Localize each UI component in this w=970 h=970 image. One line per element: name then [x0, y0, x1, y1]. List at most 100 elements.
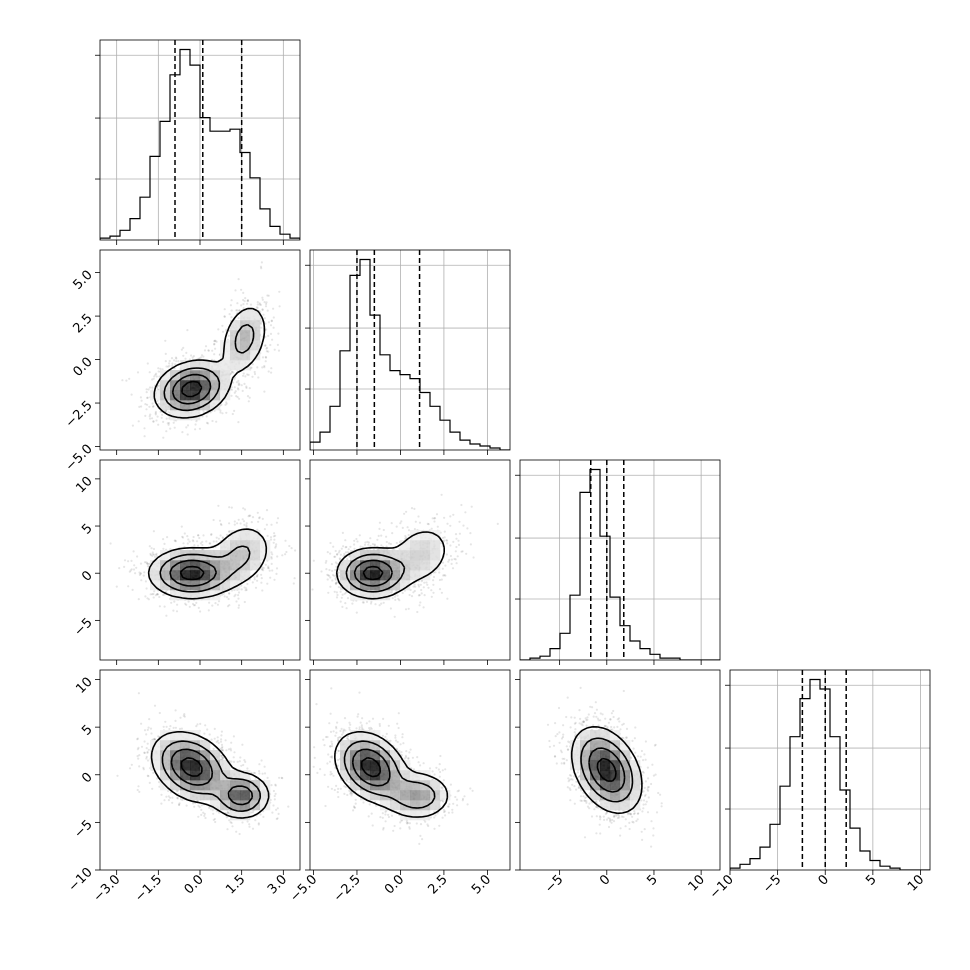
scatter-point — [263, 317, 266, 320]
density-cell — [410, 570, 421, 581]
density-cell — [150, 560, 161, 571]
scatter-point — [405, 536, 408, 539]
scatter-point — [290, 547, 293, 550]
scatter-point — [199, 542, 202, 545]
density-cell — [200, 590, 211, 601]
density-cell — [240, 360, 251, 371]
scatter-point — [181, 535, 184, 538]
scatter-point — [355, 537, 358, 541]
scatter-point — [433, 520, 436, 523]
scatter-point — [420, 580, 423, 583]
scatter-point — [277, 812, 280, 816]
scatter-point — [262, 569, 265, 572]
scatter-point — [173, 600, 176, 603]
scatter-point — [221, 330, 225, 333]
scatter-point — [220, 730, 223, 733]
scatter-point — [154, 412, 157, 415]
scatter-point — [346, 551, 349, 554]
density-cell — [250, 310, 261, 321]
scatter-point — [427, 586, 430, 589]
scatter-point — [199, 610, 202, 613]
scatter-point — [457, 543, 461, 547]
scatter-point — [450, 558, 453, 561]
scatter-point — [182, 542, 185, 545]
scatter-point — [341, 531, 344, 535]
scatter-point — [158, 375, 161, 378]
scatter-point — [136, 748, 139, 751]
scatter-point — [438, 588, 442, 591]
scatter-point — [222, 749, 225, 752]
scatter-point — [273, 578, 276, 581]
scatter-point — [262, 815, 265, 819]
scatter-point — [145, 561, 148, 564]
scatter-point — [391, 597, 394, 600]
scatter-point — [267, 294, 270, 297]
density-cell — [210, 560, 221, 571]
scatter-point — [292, 582, 295, 585]
scatter-point — [245, 588, 248, 592]
scatter-point — [185, 351, 188, 354]
density-cell — [190, 560, 201, 571]
scatter-point — [454, 533, 458, 536]
scatter-point — [222, 592, 225, 595]
density-cell — [190, 570, 201, 581]
density-cell — [160, 370, 171, 381]
scatter-point — [242, 374, 245, 377]
scatter-point — [207, 349, 210, 352]
scatter-point — [227, 537, 230, 540]
scatter-point — [455, 545, 458, 549]
scatter-point — [231, 370, 234, 373]
scatter-point — [230, 388, 234, 391]
scatter-point — [168, 362, 171, 365]
scatter-point — [419, 583, 422, 586]
density-cell — [160, 570, 171, 581]
scatter-point — [400, 520, 403, 523]
scatter-point — [143, 435, 146, 438]
scatter-point — [147, 563, 150, 566]
scatter-point — [168, 359, 171, 363]
scatter-point — [136, 738, 139, 741]
scatter-point — [146, 403, 149, 406]
scatter-point — [152, 771, 155, 775]
density-cell — [220, 340, 231, 351]
scatter-point — [235, 381, 238, 384]
scatter-point — [237, 606, 240, 609]
density-cell — [340, 560, 351, 571]
scatter-point — [273, 538, 276, 541]
scatter-point — [149, 417, 152, 420]
scatter-point — [213, 342, 216, 346]
scatter-point — [243, 759, 246, 762]
scatter-point — [433, 517, 437, 520]
scatter-point — [261, 366, 264, 369]
scatter-point — [146, 362, 149, 365]
scatter-point — [158, 595, 161, 599]
scatter-point — [271, 569, 274, 572]
scatter-point — [165, 417, 168, 420]
scatter-point — [278, 290, 281, 293]
scatter-point — [236, 309, 239, 312]
scatter-point — [204, 816, 207, 820]
density-cell — [250, 320, 261, 331]
density-cell — [150, 570, 161, 581]
scatter-point — [274, 783, 277, 786]
scatter-point — [233, 378, 236, 381]
scatter-point — [214, 347, 217, 350]
scatter-point — [261, 308, 264, 311]
scatter-point — [165, 365, 168, 368]
scatter-point — [246, 300, 249, 303]
contour-level-3 — [181, 380, 203, 398]
scatter-point — [174, 726, 177, 729]
scatter-point — [245, 587, 248, 590]
density-cell — [160, 580, 171, 591]
scatter-point — [168, 417, 171, 420]
scatter-point — [254, 819, 257, 822]
density-cell — [190, 360, 201, 371]
scatter-point — [454, 558, 457, 561]
scatter-point — [423, 594, 426, 597]
scatter-point — [267, 321, 270, 324]
scatter-point — [237, 388, 240, 391]
scatter-point — [205, 540, 208, 543]
scatter-point — [151, 551, 154, 554]
scatter-point — [144, 403, 147, 406]
scatter-point — [162, 593, 165, 597]
